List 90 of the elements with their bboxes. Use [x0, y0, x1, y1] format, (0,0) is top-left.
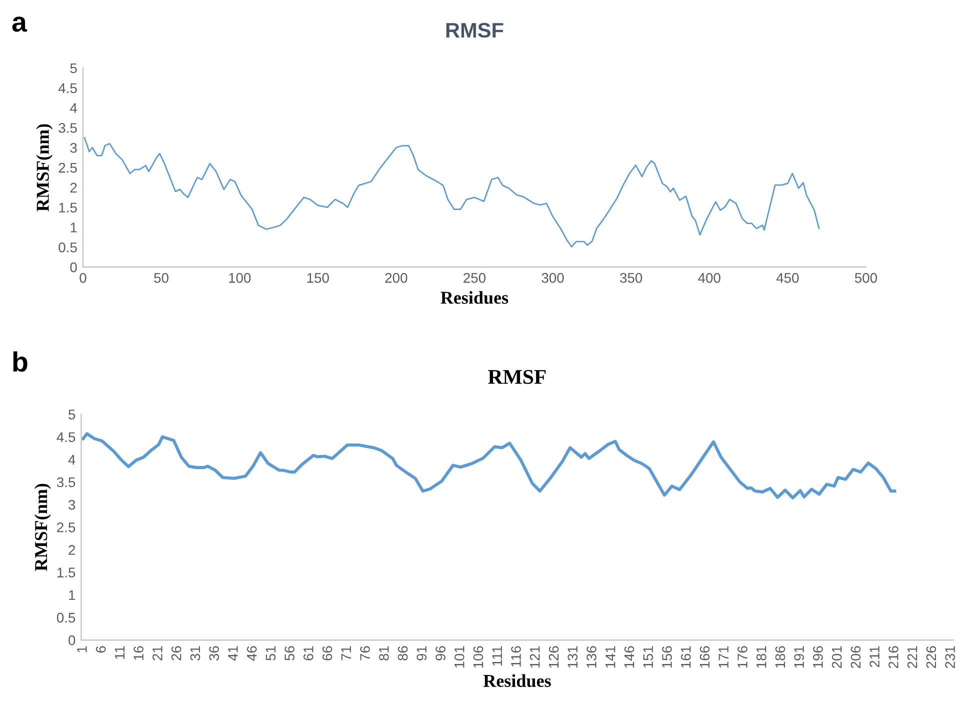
x-tick-label: 86	[398, 646, 408, 660]
y-axis-title: RMSF(nm)	[36, 124, 53, 212]
x-tick-label: 201	[832, 646, 842, 668]
x-tick-label: 186	[775, 646, 786, 668]
x-tick-label: 156	[662, 646, 672, 668]
y-tick-label: 1	[70, 222, 77, 232]
x-tick-label: 11	[114, 646, 124, 659]
x-tick-label: 121	[530, 646, 540, 668]
x-tick-label: 181	[756, 646, 766, 668]
chart-title: RMSF	[488, 370, 546, 384]
x-tick-label: 91	[416, 646, 427, 660]
x-tick-label: 50	[154, 273, 168, 283]
x-tick-label: 231	[945, 646, 955, 668]
x-tick-label: 61	[304, 646, 314, 660]
x-tick-label: 81	[378, 646, 389, 660]
x-tick-label: 141	[606, 646, 616, 668]
x-tick-label: 21	[152, 646, 162, 660]
x-tick-label: 171	[718, 646, 728, 668]
x-tick-label: 26	[171, 646, 182, 660]
x-tick-label: 176	[738, 646, 748, 668]
x-tick-label: 221	[907, 646, 918, 668]
line-series	[82, 432, 896, 500]
x-tick-label: 206	[850, 646, 861, 668]
y-tick-label: 1.5	[57, 568, 76, 578]
x-axis-title: Residues	[483, 674, 551, 688]
y-tick-label: 2	[68, 545, 76, 555]
text: a	[12, 16, 28, 32]
y-tick-label: 3.5	[58, 123, 77, 133]
x-tick-label: 226	[926, 646, 936, 668]
y-tick-label: 4	[70, 103, 78, 113]
x-tick-label: 136	[586, 646, 596, 668]
x-axis-title: Residues	[440, 291, 508, 304]
line-series	[84, 136, 820, 248]
x-tick-label: 1	[77, 646, 87, 652]
y-tick-label: 1.5	[59, 202, 77, 213]
x-tick-label: 151	[643, 646, 654, 668]
y-tick-label: 2.5	[58, 162, 77, 173]
y-tick-label: 5	[70, 63, 77, 74]
y-tick-label: 2	[70, 182, 77, 192]
x-tick-label: 36	[209, 646, 219, 660]
x-tick-label: 200	[385, 273, 408, 283]
x-tick-label: 6	[96, 646, 106, 653]
x-tick-label: 161	[680, 646, 691, 668]
x-tick-label: 196	[813, 646, 823, 668]
x-tick-label: 150	[307, 273, 329, 283]
y-tick-label: 1	[69, 590, 76, 600]
x-tick-label: 100	[229, 273, 251, 283]
x-tick-label: 0	[80, 273, 86, 283]
x-tick-label: 71	[341, 646, 351, 660]
x-tick-label: 350	[620, 273, 642, 283]
x-tick-label: 211	[870, 646, 880, 668]
x-tick-label: 76	[360, 646, 370, 660]
x-tick-label: 106	[473, 646, 484, 668]
x-tick-label: 66	[322, 646, 332, 660]
x-tick-label: 146	[624, 646, 634, 668]
x-tick-label: 250	[464, 273, 486, 283]
y-tick-label: 0	[68, 635, 76, 646]
y-tick-label: 0.5	[58, 242, 77, 252]
x-tick-label: 116	[511, 646, 521, 667]
x-tick-label: 500	[854, 273, 877, 283]
y-tick-label: 3	[70, 142, 77, 153]
x-tick-label: 191	[794, 646, 804, 668]
y-tick-label: 5	[68, 410, 76, 420]
y-tick-label: 4.5	[58, 83, 77, 94]
y-tick-label: 0.5	[56, 612, 76, 623]
x-tick-label: 96	[436, 646, 446, 660]
x-tick-label: 216	[888, 646, 898, 668]
y-axis-title: RMSF(nm)	[34, 484, 51, 571]
x-tick-label: 41	[228, 646, 238, 661]
y-tick-label: 4.5	[56, 432, 76, 442]
x-tick-label: 450	[776, 273, 799, 283]
x-tick-label: 111	[492, 646, 502, 666]
x-tick-label: 31	[190, 646, 200, 660]
y-tick-label: 3.5	[56, 477, 76, 488]
x-tick-label: 56	[284, 646, 294, 660]
chart-title: RMSF	[446, 22, 504, 38]
x-tick-label: 300	[542, 273, 564, 283]
x-tick-label: 400	[698, 273, 720, 283]
x-tick-label: 51	[266, 646, 276, 660]
x-tick-label: 126	[548, 646, 559, 668]
x-tick-label: 131	[568, 646, 578, 668]
text: b	[13, 351, 28, 372]
y-tick-label: 3	[68, 500, 76, 510]
x-tick-label: 16	[134, 646, 144, 660]
x-tick-label: 166	[700, 646, 710, 668]
y-tick-label: 4	[68, 454, 76, 464]
y-tick-label: 0	[70, 262, 77, 272]
x-tick-label: 101	[454, 646, 464, 668]
x-tick-label: 46	[246, 646, 257, 661]
y-tick-label: 2.5	[57, 522, 76, 532]
